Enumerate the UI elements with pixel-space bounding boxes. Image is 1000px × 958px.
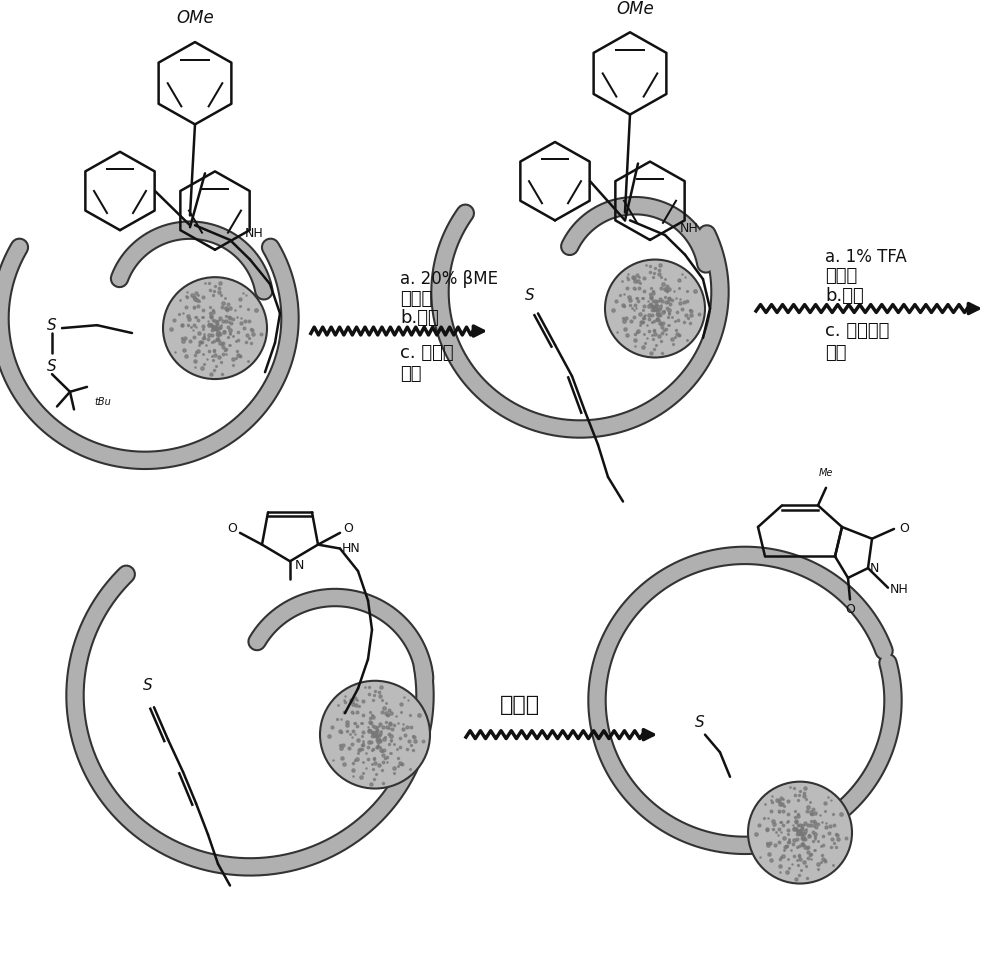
Text: S: S bbox=[143, 678, 153, 694]
Text: O: O bbox=[343, 522, 353, 536]
Text: N: N bbox=[870, 561, 879, 575]
Text: NH: NH bbox=[680, 221, 699, 235]
Text: 基化: 基化 bbox=[400, 365, 422, 383]
Circle shape bbox=[748, 782, 852, 883]
Text: 酰化: 酰化 bbox=[825, 344, 846, 361]
Circle shape bbox=[320, 681, 430, 788]
Text: OMe: OMe bbox=[176, 10, 214, 28]
Text: a. 20% βME: a. 20% βME bbox=[400, 270, 498, 288]
Text: b.洗涾: b.洗涾 bbox=[400, 309, 439, 328]
Text: c. 亲二烯体: c. 亲二烯体 bbox=[825, 322, 889, 340]
Text: 去保护: 去保护 bbox=[825, 267, 857, 285]
Circle shape bbox=[163, 277, 267, 379]
Text: NH: NH bbox=[890, 583, 909, 596]
Text: 自发的: 自发的 bbox=[500, 696, 540, 716]
Text: b.洗涾: b.洗涾 bbox=[825, 286, 864, 305]
Text: OMe: OMe bbox=[616, 0, 654, 17]
Text: 去保护: 去保护 bbox=[400, 289, 432, 308]
Circle shape bbox=[605, 260, 705, 357]
Text: tBu: tBu bbox=[94, 397, 111, 406]
Text: HN: HN bbox=[342, 542, 361, 555]
Text: c. 二烯烃: c. 二烯烃 bbox=[400, 344, 454, 361]
Text: O: O bbox=[845, 603, 855, 616]
Text: NH: NH bbox=[245, 227, 264, 240]
Text: S: S bbox=[47, 318, 57, 332]
Text: S: S bbox=[695, 716, 705, 730]
Text: N: N bbox=[295, 559, 304, 572]
Text: O: O bbox=[227, 522, 237, 536]
Text: O: O bbox=[899, 522, 909, 536]
Text: S: S bbox=[47, 359, 57, 374]
Text: a. 1% TFA: a. 1% TFA bbox=[825, 247, 907, 265]
Text: S: S bbox=[525, 288, 535, 304]
Text: Me: Me bbox=[819, 468, 833, 478]
